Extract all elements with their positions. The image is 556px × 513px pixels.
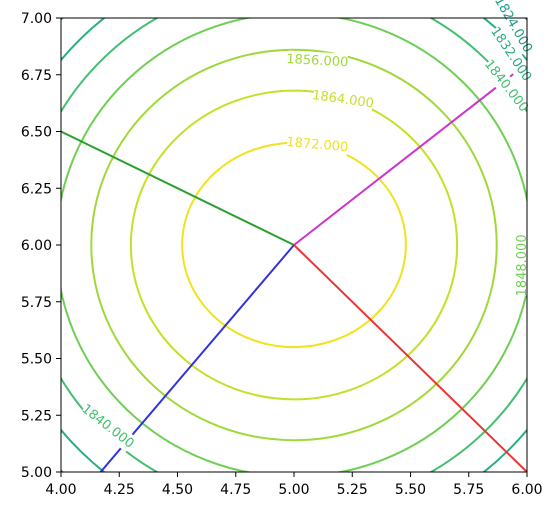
- x-tick-label: 5.50: [395, 482, 426, 498]
- y-tick-label: 6.00: [21, 238, 52, 254]
- contour-label-halo: [490, 0, 536, 56]
- y-tick-label: 5.75: [21, 295, 52, 311]
- contour-label: 1848.000: [515, 234, 530, 296]
- x-tick-label: 4.50: [162, 482, 193, 498]
- y-tick-label: 6.75: [21, 68, 52, 84]
- x-tick-label: 6.00: [511, 482, 542, 498]
- contour-label: 1872.000: [286, 135, 349, 155]
- contour-label-halo: [480, 56, 532, 116]
- contour-label-halo: [286, 133, 348, 157]
- x-axis: 4.00 4.25 4.50 4.75 5.00 5.25 5.50 5.75 6.00: [45, 472, 543, 498]
- y-tick-label: 5.00: [21, 465, 52, 481]
- x-tick-label: 4.00: [45, 482, 76, 498]
- y-axis: 5.00 5.25 5.50 5.75 6.00 6.25 6.50 6.75 7.00: [21, 11, 61, 481]
- y-tick-label: 7.00: [21, 11, 52, 27]
- y-tick-label: 6.25: [21, 181, 52, 197]
- x-tick-label: 4.75: [220, 482, 251, 498]
- x-tick-label: 4.25: [104, 482, 135, 498]
- contour-labels: 1872.0001864.0001856.0001848.0001840.000…: [78, 0, 536, 453]
- contour-line-1864: [129, 89, 459, 401]
- x-tick-label: 5.25: [337, 482, 368, 498]
- x-tick-label: 5.75: [453, 482, 484, 498]
- contour-label: 1856.000: [286, 52, 349, 70]
- y-tick-label: 5.50: [21, 352, 52, 368]
- line-series: [61, 62, 527, 472]
- y-tick-label: 6.50: [21, 125, 52, 141]
- series-line-2: [99, 244, 295, 472]
- series-line-3: [293, 244, 527, 472]
- contour-label-halo: [286, 50, 348, 72]
- contour-label-halo: [78, 401, 137, 453]
- contour-line-1856: [90, 48, 498, 442]
- contour-label-halo: [486, 24, 535, 85]
- y-tick-label: 5.25: [21, 408, 52, 424]
- x-tick-label: 5.00: [278, 482, 309, 498]
- series-line-1: [293, 62, 527, 246]
- series-line-0: [61, 130, 295, 246]
- contour-label-halo: [311, 86, 374, 113]
